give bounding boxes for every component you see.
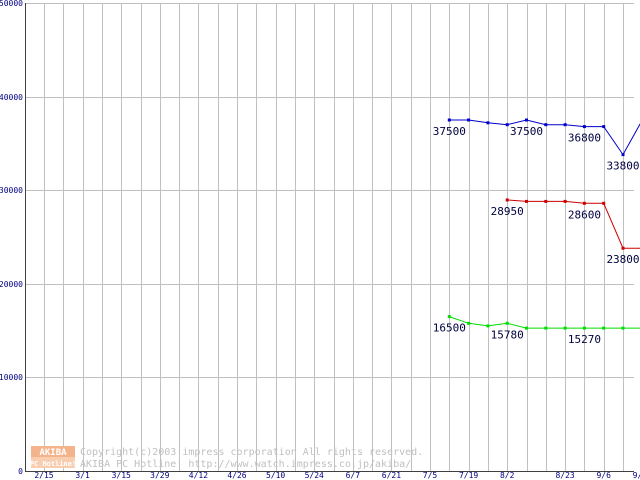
y-tick-label-10000: 10000 (0, 373, 23, 382)
data-label-0-9-13: 33800 (606, 160, 639, 173)
akiba-logo-top-text: AKIBA (39, 448, 67, 458)
data-label-2-7-12: 16500 (433, 322, 466, 335)
y-axis-ticks: 0 10000 20000 30000 40000 50000 (0, 0, 23, 476)
x-tick-label-5-10: 5/10 (266, 471, 285, 480)
data-label-2-8-30: 15270 (568, 333, 601, 346)
series-0-point-8-9 (525, 118, 528, 122)
series-0-point-7-19 (467, 118, 471, 122)
series-0-point-9-13 (621, 153, 625, 157)
data-label-0-8-9: 37500 (510, 125, 543, 138)
series-2-point-8-23 (563, 326, 567, 330)
series-2-line (449, 316, 640, 329)
series-2-point-7-12 (447, 315, 451, 319)
series-2-point-8-2 (505, 321, 509, 325)
series-2-point-9-13 (621, 326, 625, 330)
data-label-2-8-2: 15780 (491, 328, 524, 341)
x-tick-label-4-26: 4/26 (227, 471, 246, 480)
x-tick-label-8-23: 8/23 (555, 471, 574, 480)
series-1-point-8-30 (582, 201, 586, 205)
data-label-0-7-12: 37500 (433, 125, 466, 138)
series-1-point-9-6 (602, 201, 606, 205)
series-0-point-8-16 (544, 123, 548, 127)
series-1-point-8-23 (563, 199, 567, 203)
series-2-point-9-6 (602, 326, 606, 330)
series-1-point-8-16 (544, 199, 548, 203)
x-tick-label-6-7: 6/7 (346, 471, 361, 480)
y-tick-label-0: 0 (18, 467, 23, 476)
series-0-point-9-6 (602, 125, 606, 129)
series-group (447, 118, 640, 330)
data-label-0-8-30: 36800 (568, 132, 601, 145)
x-axis-ticks: 2/15 3/1 3/15 3/29 4/12 4/26 5/10 5/24 6/7 6/21 7/… (34, 471, 640, 480)
data-label-1-8-2: 28950 (491, 205, 524, 218)
series-1-point-8-2 (505, 198, 509, 202)
y-tick-label-50000: 50000 (0, 0, 23, 8)
data-labels: 3750037500368003380037500289502860023800… (433, 125, 640, 346)
series-2-point-7-19 (467, 321, 471, 325)
x-tick-label-9-6: 9/6 (596, 471, 611, 480)
series-2-point-8-9 (525, 326, 528, 330)
data-label-1-9-13: 23800 (606, 253, 639, 266)
akiba-logo-bottom-box (31, 457, 75, 468)
series-2-point-8-16 (544, 326, 548, 330)
x-tick-label-4-12: 4/12 (189, 471, 208, 480)
series-0-point-8-2 (505, 123, 509, 127)
series-2-point-7-26 (486, 324, 490, 328)
y-tick-label-40000: 40000 (0, 93, 23, 102)
series-2-point-8-30 (582, 326, 586, 330)
series-0 (447, 118, 640, 157)
data-label-1-8-30: 28600 (568, 208, 601, 221)
series-0-point-7-26 (486, 121, 490, 125)
x-tick-label-3-29: 3/29 (150, 471, 169, 480)
copyright-line: Copyright(c)2003 impress corporation All… (80, 447, 423, 458)
site-url-line: AKIBA PC Hotline! http://www.watch.impre… (80, 459, 411, 470)
x-tick-label-7-5: 7/5 (423, 471, 438, 480)
x-tick-label-9-20: 9/20 (633, 471, 640, 480)
x-tick-label-2-15: 2/15 (34, 471, 53, 480)
series-0-point-7-12 (447, 118, 451, 122)
grid-lines (25, 3, 634, 472)
series-0-line (449, 119, 640, 156)
x-tick-label-3-1: 3/1 (75, 471, 90, 480)
x-tick-label-3-15: 3/15 (112, 471, 131, 480)
series-0-point-8-23 (563, 123, 567, 127)
y-tick-label-30000: 30000 (0, 186, 23, 195)
x-tick-label-6-21: 6/21 (382, 471, 401, 480)
x-tick-label-7-19: 7/19 (459, 471, 478, 480)
series-0-point-8-30 (582, 125, 586, 129)
x-tick-label-8-2: 8/2 (500, 471, 515, 480)
series-1-point-8-9 (525, 199, 528, 203)
y-tick-label-20000: 20000 (0, 280, 23, 289)
akiba-logo-top-box (31, 446, 75, 457)
copyright-watermark: AKIBA PC Hotline! Copyright(c)2003 impre… (30, 446, 423, 470)
series-2 (447, 315, 640, 330)
akiba-logo-bottom-text: PC Hotline! (30, 460, 76, 468)
series-1 (505, 198, 640, 250)
x-tick-label-5-24: 5/24 (305, 471, 324, 480)
series-1-point-9-13 (621, 246, 625, 250)
